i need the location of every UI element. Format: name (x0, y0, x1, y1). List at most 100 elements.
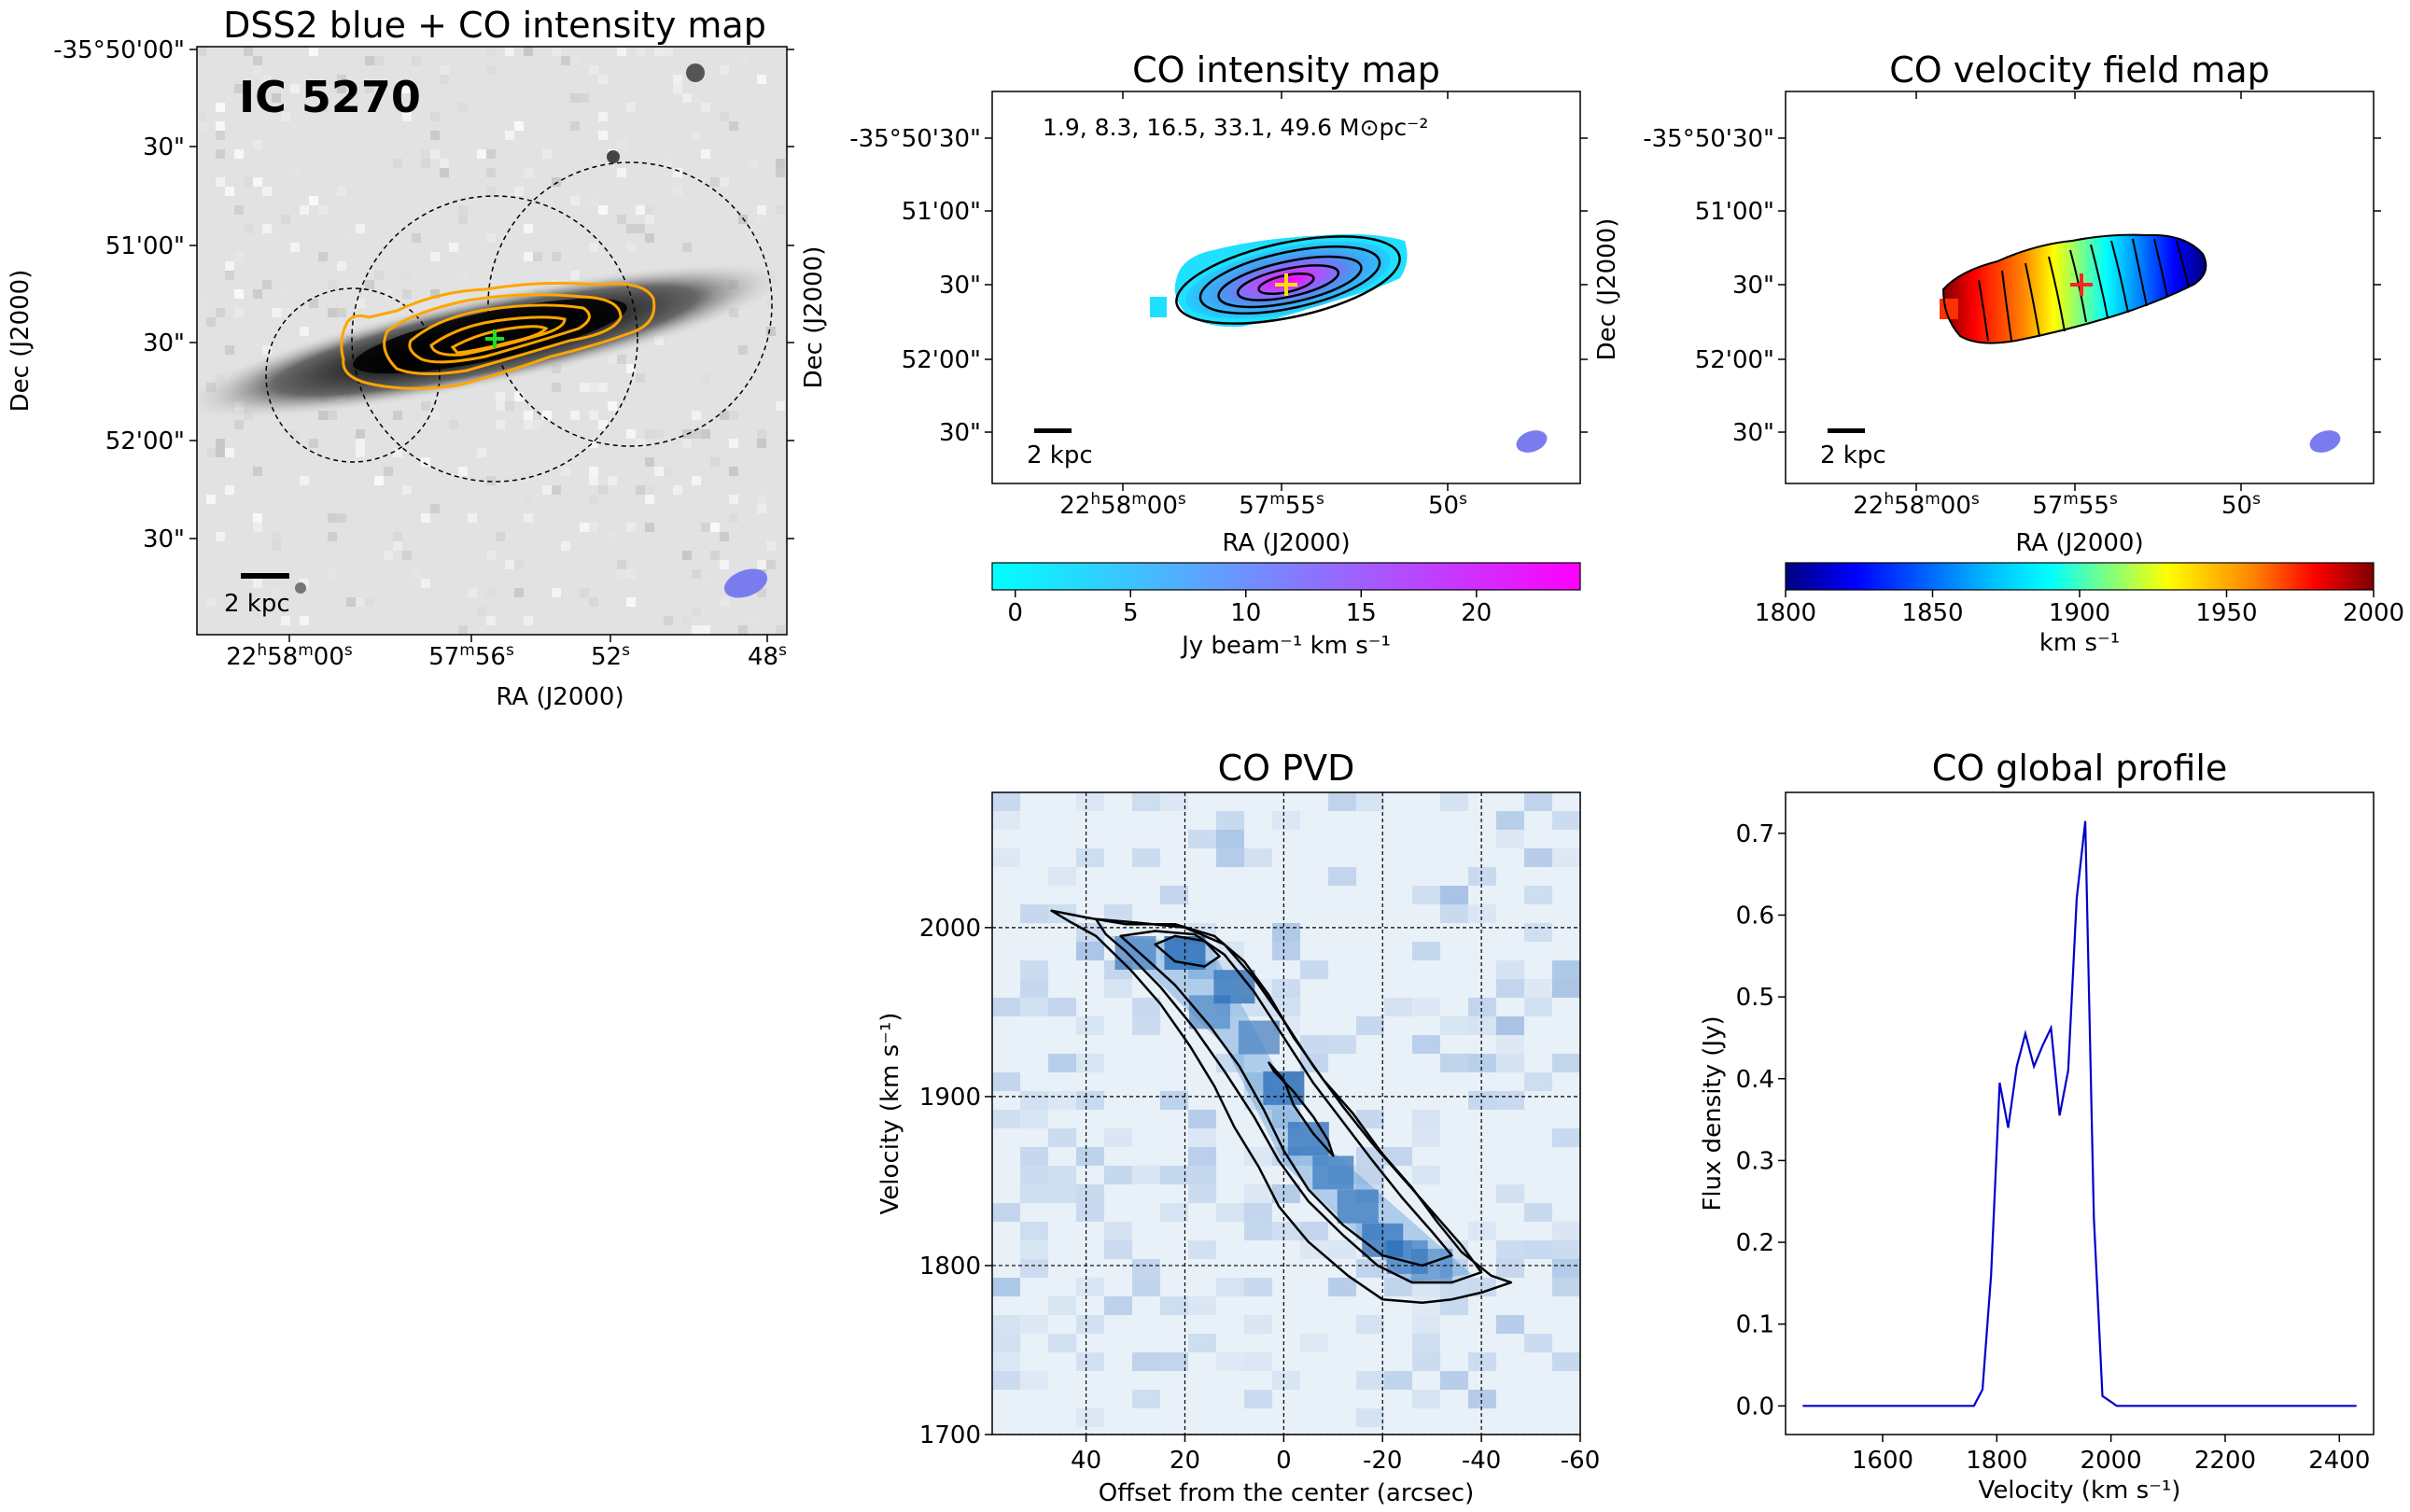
profile-xtick: 2000 (2081, 1447, 2142, 1475)
velocity-ytick: -35°50'30" (1643, 125, 1774, 153)
pvd-contour (1268, 1061, 1335, 1157)
velocity-ytick: 51'00" (1695, 198, 1774, 226)
profile-xtick: 2200 (2194, 1447, 2256, 1475)
profile-xlabel: Velocity (km s⁻¹) (1979, 1477, 2181, 1505)
velocity-map (1940, 233, 2207, 344)
velocity-ytick: 30" (1732, 419, 1774, 447)
dss2-image (197, 47, 787, 635)
pvd-cell (1337, 1189, 1379, 1224)
profile-ytick: 0.4 (1736, 1066, 1774, 1094)
pvd-ytick: 1700 (919, 1421, 981, 1449)
pvd-panel: CO PVD 40 20 0 -20 -40 -60 1700 1800 1900 2000 Of… (876, 748, 1600, 1507)
velocity-ytick: 52'00" (1695, 346, 1774, 374)
dss2-panel: DSS2 blue + CO intensity map (7, 5, 828, 711)
intensity-ytick: 30" (939, 272, 981, 300)
intensity-colorbar-tick: 20 (1461, 599, 1492, 627)
pvd-xtick: 20 (1170, 1447, 1200, 1475)
dss2-center-cross (485, 329, 504, 348)
profile-ylabel: Flux density (Jy) (1699, 1015, 1727, 1211)
dss2-title: DSS2 blue + CO intensity map (223, 5, 766, 46)
dss2-ytick: 30" (143, 133, 185, 161)
dss2-ytick: 30" (143, 525, 185, 553)
velocity-scalebar (1828, 428, 1865, 433)
dss2-scalebar (241, 573, 289, 579)
velocity-colorbar-label: km s⁻¹ (2039, 629, 2120, 657)
intensity-map (1150, 233, 1408, 328)
dss2-ytick: 52'00" (105, 427, 185, 455)
profile-ytick: 0.0 (1736, 1393, 1774, 1421)
velocity-title: CO velocity field map (1889, 49, 2270, 91)
profile-xtick: 2400 (2308, 1447, 2370, 1475)
dss2-xtick: 48s (748, 641, 787, 671)
intensity-annotation: 1.9, 8.3, 16.5, 33.1, 49.6 M⊙pc⁻² (1043, 114, 1428, 141)
intensity-xlabel: RA (J2000) (1222, 529, 1350, 557)
profile-panel: CO global profile 1600 1800 2000 2200 2400 0.… (1699, 748, 2375, 1505)
dss2-xtick: 52s (591, 641, 630, 671)
dss2-xtick: 57m56s (428, 641, 514, 671)
pvd-contour (1050, 909, 1513, 1305)
pvd-ylabel: Velocity (km s⁻¹) (876, 1013, 904, 1215)
intensity-xtick: 57m55s (1239, 490, 1324, 520)
velocity-colorbar-tick: 1850 (1901, 599, 1963, 627)
profile-ytick: 0.7 (1736, 820, 1774, 848)
velocity-colorbar-tick: 2000 (2343, 599, 2404, 627)
dss2-ylabel: Dec (J2000) (7, 270, 35, 413)
velocity-xtick: 50s (2221, 490, 2261, 520)
dss2-galaxy-label: IC 5270 (239, 72, 421, 122)
profile-ytick: 0.3 (1736, 1147, 1774, 1175)
profile-ytick: 0.2 (1736, 1229, 1774, 1257)
intensity-ytick: 30" (939, 419, 981, 447)
dss2-ytick: 51'00" (105, 232, 185, 260)
pvd-cell (1238, 1020, 1280, 1055)
pvd-xtick: 0 (1276, 1447, 1292, 1475)
dss2-co-contours (340, 281, 656, 390)
pvd-xtick: -20 (1363, 1447, 1402, 1475)
pvd-contour (1094, 917, 1483, 1284)
pvd-xtick: -60 (1561, 1447, 1600, 1475)
velocity-ytick: 30" (1732, 272, 1774, 300)
velocity-xtick: 57m55s (2032, 490, 2118, 520)
dss2-ytick: -35°50'00" (53, 36, 185, 64)
intensity-colorbar (991, 562, 1581, 591)
intensity-colorbar-label: Jy beam⁻¹ km s⁻¹ (1180, 632, 1391, 660)
intensity-panel: CO intensity map 1.9, 8.3, 16.5, 33.1, 4… (849, 49, 1621, 660)
velocity-colorbar (1785, 562, 2375, 591)
intensity-ytick: 52'00" (902, 346, 981, 374)
pvd-contour (1154, 934, 1221, 968)
profile-ytick: 0.5 (1736, 984, 1774, 1012)
dss2-scalebar-label: 2 kpc (224, 590, 290, 618)
velocity-xtick: 22h58m00s (1853, 490, 1980, 520)
intensity-scalebar-label: 2 kpc (1027, 441, 1093, 469)
dss2-right-ylabel: Dec (J2000) (800, 246, 828, 389)
velocity-scalebar-label: 2 kpc (1820, 441, 1886, 469)
pvd-xlabel: Offset from the center (arcsec) (1099, 1479, 1474, 1507)
velocity-xlabel: RA (J2000) (2015, 529, 2143, 557)
intensity-xtick: 50s (1428, 490, 1467, 520)
pvd-contour (1119, 930, 1453, 1267)
intensity-colorbar-tick: 10 (1230, 599, 1261, 627)
intensity-colorbar-tick: 15 (1346, 599, 1377, 627)
intensity-colorbar-tick: 0 (1007, 599, 1023, 627)
profile-title: CO global profile (1932, 748, 2228, 789)
pvd-cell (1312, 1155, 1354, 1190)
pvd-ytick: 1800 (919, 1253, 981, 1281)
intensity-right-ylabel: Dec (J2000) (1593, 218, 1621, 361)
profile-xtick: 1600 (1852, 1447, 1913, 1475)
intensity-beam (1516, 430, 1548, 453)
dss2-xlabel: RA (J2000) (496, 683, 624, 711)
pvd-ytick: 1900 (919, 1084, 981, 1112)
profile-xtick: 1800 (1966, 1447, 2027, 1475)
pvd-xtick: -40 (1462, 1447, 1501, 1475)
profile-ytick: 0.6 (1736, 902, 1774, 930)
pvd-cell (1114, 936, 1156, 970)
pvd-cell (1213, 970, 1255, 1004)
dss2-ytick: 30" (143, 329, 185, 357)
intensity-ytick: -35°50'30" (849, 125, 981, 153)
intensity-title: CO intensity map (1132, 49, 1440, 91)
velocity-colorbar-tick: 1950 (2195, 599, 2257, 627)
pvd-xtick: 40 (1071, 1447, 1101, 1475)
pvd-cell (1188, 995, 1230, 1029)
intensity-scalebar (1034, 428, 1072, 433)
pvd-ytick: 2000 (919, 915, 981, 943)
velocity-panel: CO velocity field map (1643, 49, 2404, 657)
